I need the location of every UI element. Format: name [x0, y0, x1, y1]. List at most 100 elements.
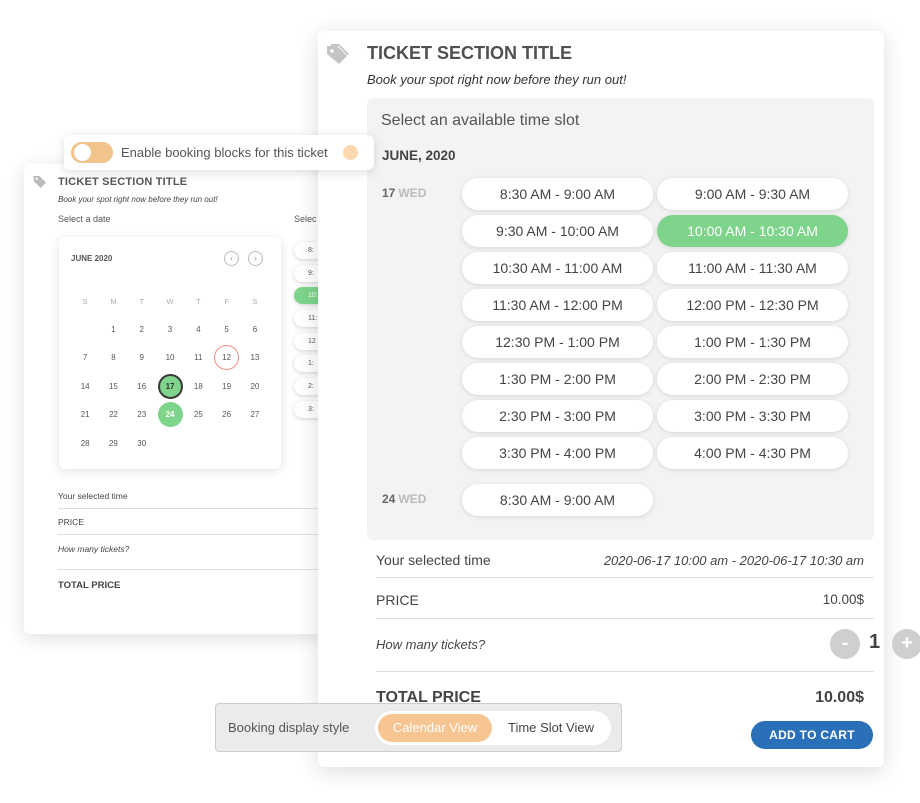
- time-slot-button[interactable]: 9:30 AM - 10:00 AM: [462, 215, 653, 247]
- calendar-day[interactable]: 10: [156, 344, 184, 372]
- calendar-day-label: 22: [108, 410, 118, 420]
- display-style-label: Booking display style: [228, 720, 350, 735]
- slot-day-label: 17 WED: [382, 186, 426, 200]
- calendar-day[interactable]: 8: [99, 344, 127, 372]
- calendar-day[interactable]: 19: [212, 372, 240, 400]
- time-slot-button[interactable]: 2:30 PM - 3:00 PM: [462, 400, 653, 432]
- calendar-day[interactable]: 16: [128, 372, 156, 400]
- time-slot-button[interactable]: 9:00 AM - 9:30 AM: [657, 178, 848, 210]
- calendar-day[interactable]: 25: [184, 401, 212, 429]
- calendar-month: JUNE 2020: [71, 254, 113, 263]
- mini-time-slot[interactable]: 3:: [294, 400, 324, 418]
- calendar-day-label: 14: [80, 381, 90, 391]
- tag-icon: [327, 44, 349, 64]
- calendar-day[interactable]: 18: [184, 372, 212, 400]
- calendar-day-label: 5: [224, 325, 229, 335]
- calendar-day[interactable]: 4: [184, 315, 212, 343]
- time-slot-button[interactable]: 10:00 AM - 10:30 AM: [657, 215, 848, 247]
- increase-quantity-button[interactable]: +: [892, 629, 920, 659]
- how-many-label: How many tickets?: [58, 544, 130, 554]
- decrease-quantity-button[interactable]: -: [830, 629, 860, 659]
- time-slot-button[interactable]: 11:30 AM - 12:00 PM: [462, 289, 653, 321]
- calendar-day[interactable]: 5: [212, 315, 240, 343]
- calendar-day[interactable]: 22: [99, 401, 127, 429]
- mini-time-slot[interactable]: 12: [294, 332, 324, 350]
- calendar-day[interactable]: 9: [128, 344, 156, 372]
- time-slot-button[interactable]: 1:30 PM - 2:00 PM: [462, 363, 653, 395]
- calendar-day-label: 6: [252, 325, 258, 335]
- time-slot-button[interactable]: 11:00 AM - 11:30 AM: [657, 252, 848, 284]
- calendar-day[interactable]: 7: [71, 344, 99, 372]
- time-slot-button[interactable]: 12:30 PM - 1:00 PM: [462, 326, 653, 358]
- ticket-quantity-row: How many tickets? - 1 +: [376, 619, 920, 672]
- calendar-day-label: 3: [167, 325, 173, 335]
- slot-month-label: JUNE, 2020: [382, 148, 456, 163]
- calendar-day-label: 20: [250, 381, 260, 391]
- time-slot-button[interactable]: 12:00 PM - 12:30 PM: [657, 289, 848, 321]
- calendar-day[interactable]: 12: [212, 344, 240, 372]
- calendar-day-label: 23: [137, 410, 147, 420]
- calendar-day[interactable]: 26: [212, 401, 240, 429]
- booking-blocks-toggle[interactable]: [71, 142, 113, 163]
- time-slot-button[interactable]: 8:30 AM - 9:00 AM: [462, 484, 653, 516]
- calendar-day-label: 21: [80, 410, 90, 420]
- mini-time-slot[interactable]: 8:: [294, 242, 324, 259]
- next-month-button[interactable]: ›: [248, 251, 263, 266]
- calendar-day-label: 1: [111, 325, 116, 335]
- price-label: PRICE: [58, 517, 84, 527]
- time-slot-button[interactable]: 1:00 PM - 1:30 PM: [657, 326, 848, 358]
- calendar-day-label: 18: [193, 381, 203, 391]
- price-value: 10.00$: [822, 592, 864, 607]
- calendar-empty-cell: [184, 429, 212, 457]
- tag-icon: [33, 176, 46, 188]
- calendar-day[interactable]: 27: [241, 401, 269, 429]
- calendar-day[interactable]: 17: [156, 372, 184, 400]
- mini-time-slot[interactable]: 11:: [294, 310, 324, 328]
- calendar-day-label: 27: [250, 410, 260, 420]
- weekday-header: W: [166, 296, 174, 306]
- calendar-day[interactable]: 15: [99, 372, 127, 400]
- mini-time-slot[interactable]: 9:: [294, 264, 324, 282]
- info-icon[interactable]: [343, 145, 358, 160]
- calendar-day[interactable]: 24: [156, 401, 184, 429]
- mini-time-slot[interactable]: 1:: [294, 355, 324, 373]
- time-slot-button[interactable]: 3:30 PM - 4:00 PM: [462, 437, 653, 469]
- slot-day-number: 24: [382, 492, 396, 506]
- calendar-day[interactable]: 29: [99, 429, 127, 457]
- time-slot-button[interactable]: 8:30 AM - 9:00 AM: [462, 178, 653, 210]
- calendar-day[interactable]: 30: [128, 429, 156, 457]
- prev-month-button[interactable]: ‹: [224, 251, 239, 266]
- time-slot-view-option[interactable]: Time Slot View: [508, 720, 594, 735]
- weekday-header: M: [110, 296, 117, 306]
- time-slot-view-card: TICKET SECTION TITLE Book your spot righ…: [318, 31, 920, 767]
- calendar-day-label: 28: [80, 438, 90, 448]
- calendar-day-label: 12: [214, 345, 240, 371]
- calendar-day[interactable]: 20: [241, 372, 269, 400]
- mini-time-slot[interactable]: 10:: [294, 287, 324, 305]
- calendar-view-option[interactable]: Calendar View: [378, 714, 492, 742]
- time-slot-button[interactable]: 4:00 PM - 4:30 PM: [657, 437, 848, 469]
- calendar-day-label: 9: [139, 353, 144, 363]
- mini-slot-list: 8: 9: 10: 11: 12 1: 2: 3:: [294, 242, 324, 424]
- calendar-day[interactable]: 3: [156, 315, 184, 343]
- display-style-segmented-control: Calendar View Time Slot View: [375, 711, 611, 745]
- price-label: PRICE: [376, 592, 419, 608]
- mini-time-slot[interactable]: 2:: [294, 378, 324, 396]
- selected-time-value: 2020-06-17 10:00 am - 2020-06-17 10:30 a…: [603, 553, 864, 568]
- time-slot-button[interactable]: 2:00 PM - 2:30 PM: [657, 363, 848, 395]
- calendar-day[interactable]: 11: [184, 344, 212, 372]
- calendar-day[interactable]: 23: [128, 401, 156, 429]
- calendar-day[interactable]: 28: [71, 429, 99, 457]
- add-to-cart-button[interactable]: ADD TO CART: [751, 721, 873, 749]
- calendar-day[interactable]: 21: [71, 401, 99, 429]
- calendar-day[interactable]: 2: [128, 315, 156, 343]
- calendar-day-label: 15: [108, 381, 118, 391]
- calendar-day[interactable]: 6: [241, 315, 269, 343]
- selected-time-row: Your selected time 2020-06-17 10:00 am -…: [376, 541, 874, 578]
- calendar-day[interactable]: 13: [241, 344, 269, 372]
- time-slot-button[interactable]: 10:30 AM - 11:00 AM: [462, 252, 653, 284]
- quantity-value[interactable]: 1: [869, 631, 881, 653]
- calendar-day[interactable]: 14: [71, 372, 99, 400]
- calendar-day[interactable]: 1: [99, 315, 127, 343]
- time-slot-button[interactable]: 3:00 PM - 3:30 PM: [657, 400, 848, 432]
